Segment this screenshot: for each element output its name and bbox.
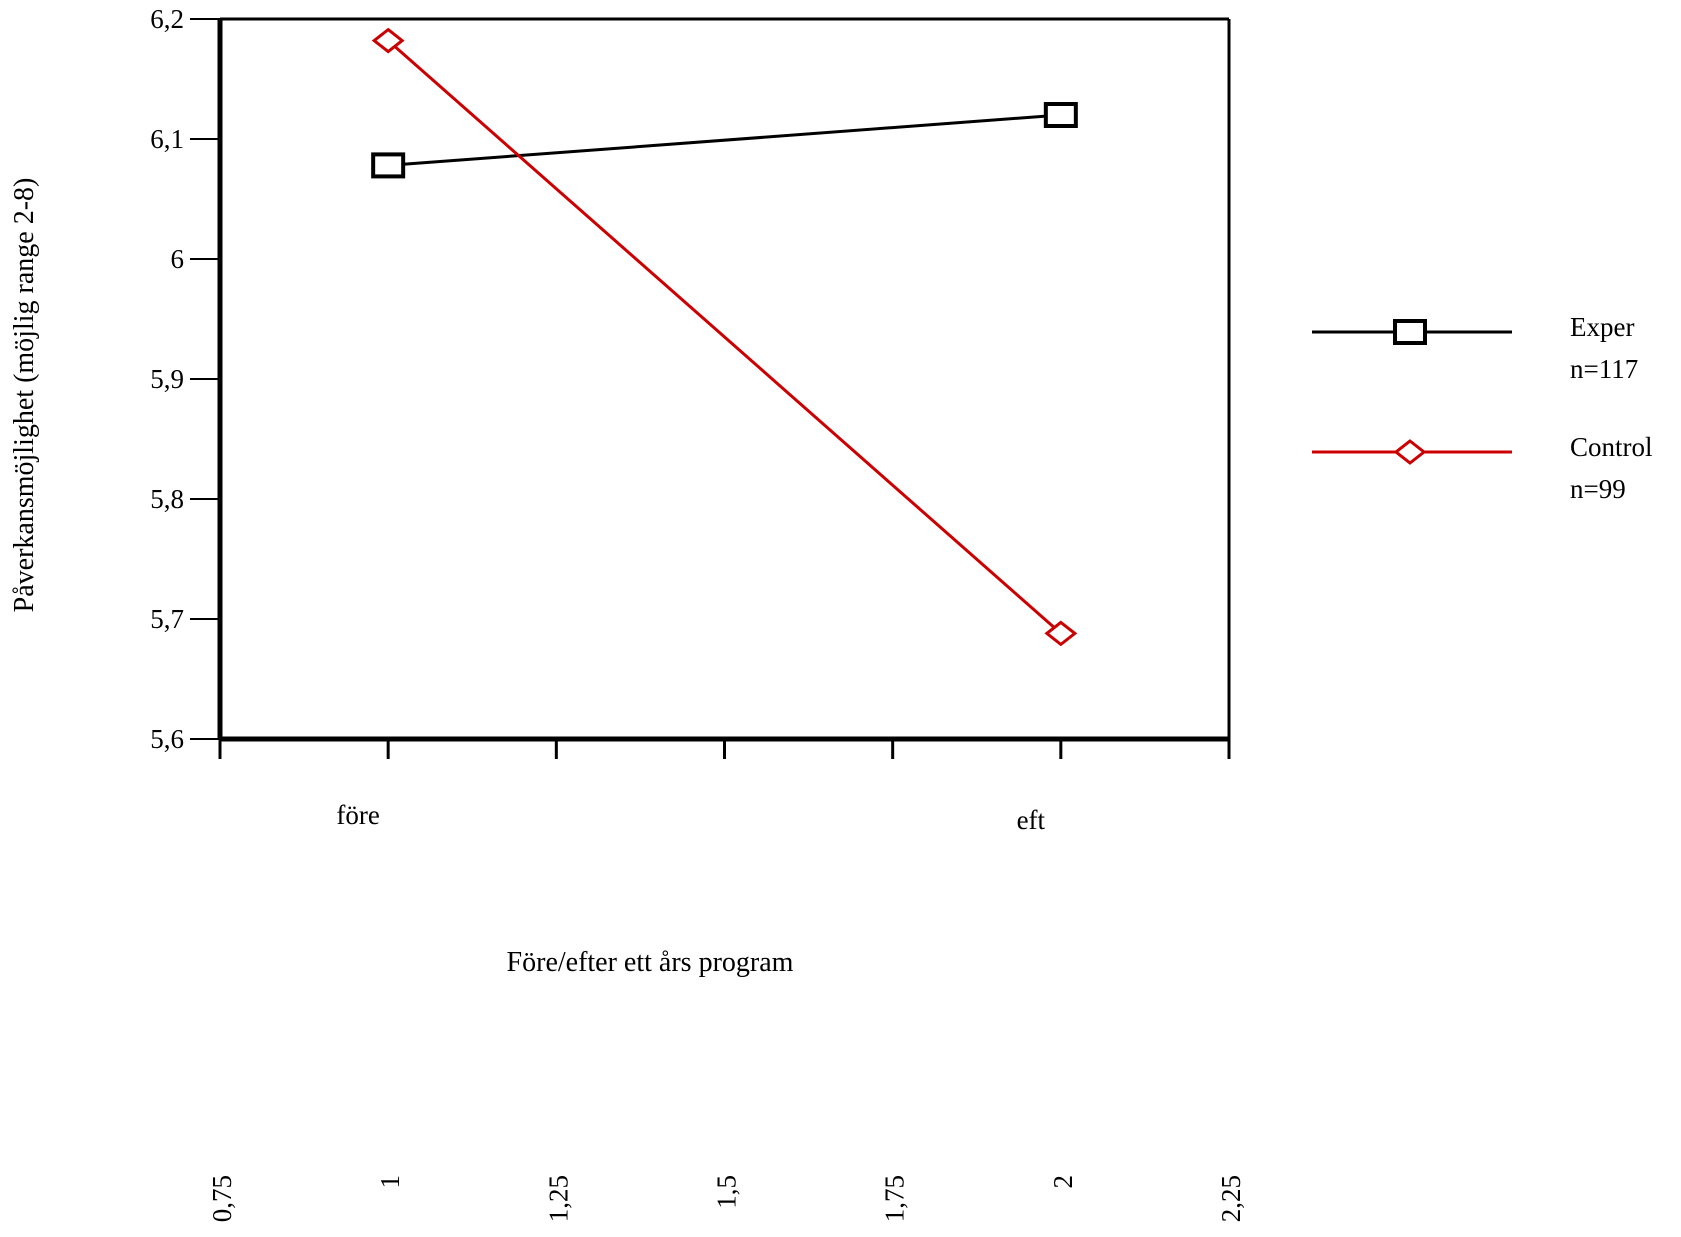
x-axis-title: Före/efter ett års program [507,947,794,978]
series-line-exper [388,113,1061,167]
series-group [371,27,1078,647]
x-axis: 0,75 1 1,25 1,5 1,75 2 2,25 före eft [207,739,1246,1222]
y-tick-label: 5,7 [150,604,184,634]
y-tick-label: 6 [171,244,185,274]
data-point-control [1044,620,1078,647]
x-tick-label: 2 [1048,1175,1078,1189]
legend-label-control: Control [1570,432,1653,462]
y-tick-label: 5,8 [150,484,184,514]
y-axis-title: Påverkansmöjlighet (möjlig range 2-8) [9,178,40,613]
legend-note-control: n=99 [1570,474,1626,504]
data-point-control [371,27,405,54]
y-tick-label: 5,9 [150,364,184,394]
x-tick-label: 1 [375,1175,405,1189]
y-axis: 5,6 5,7 5,8 5,9 6 6,1 6,2 [150,4,220,754]
legend-marker-exper [1393,319,1427,345]
y-tick-label: 6,2 [150,4,184,34]
data-point-exper [371,152,406,179]
x-tick-label: 1,75 [880,1175,910,1222]
x-tick-label: 2,25 [1216,1175,1246,1222]
data-point-exper [1043,102,1078,128]
y-tick-label: 6,1 [150,124,184,154]
legend: Exper n=117 Control n=99 [1312,312,1653,504]
legend-note-exper: n=117 [1570,354,1638,384]
series-line-control [387,39,1062,635]
y-tick-label: 5,6 [150,724,184,754]
x-tick-label: 1,25 [543,1175,573,1222]
x-tick-label: 0,75 [207,1175,237,1222]
x-category-label: före [336,800,379,830]
legend-marker-control [1393,439,1427,465]
x-category-label: eft [1017,805,1046,835]
legend-label-exper: Exper [1570,312,1634,342]
x-tick-label: 1,5 [712,1175,742,1209]
